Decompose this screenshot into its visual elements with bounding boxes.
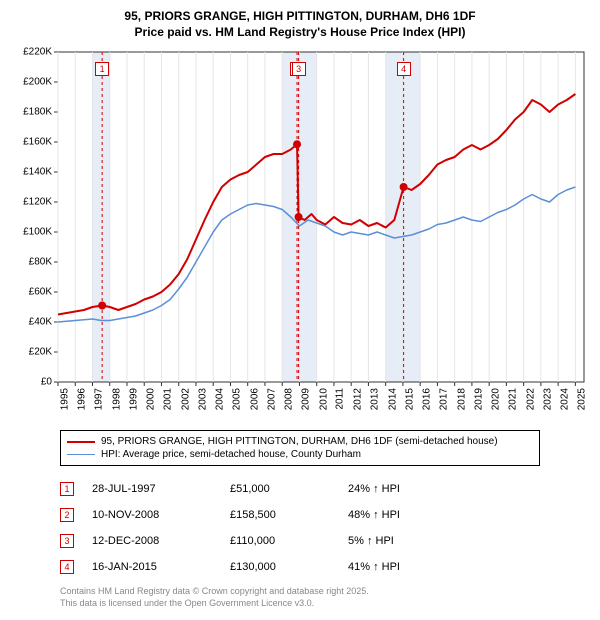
legend-item: 95, PRIORS GRANGE, HIGH PITTINGTON, DURH… bbox=[67, 435, 533, 448]
event-price: £110,000 bbox=[230, 535, 330, 547]
legend-swatch bbox=[67, 441, 95, 443]
y-tick-label: £0 bbox=[10, 377, 52, 388]
title-line-1: 95, PRIORS GRANGE, HIGH PITTINGTON, DURH… bbox=[10, 8, 590, 24]
y-tick-label: £120K bbox=[10, 197, 52, 208]
event-row: 1 28-JUL-1997 £51,000 24% ↑ HPI bbox=[60, 476, 540, 502]
event-pct: 5% ↑ HPI bbox=[348, 535, 468, 547]
y-tick-label: £220K bbox=[10, 47, 52, 58]
y-tick-label: £100K bbox=[10, 227, 52, 238]
event-price: £158,500 bbox=[230, 509, 330, 521]
legend-item: HPI: Average price, semi-detached house,… bbox=[67, 448, 533, 461]
footer-note: Contains HM Land Registry data © Crown c… bbox=[60, 586, 540, 609]
event-date: 12-DEC-2008 bbox=[92, 535, 212, 547]
event-marker: 3 bbox=[60, 534, 74, 548]
y-tick-label: £140K bbox=[10, 167, 52, 178]
y-tick-label: £80K bbox=[10, 257, 52, 268]
chart-container: 95, PRIORS GRANGE, HIGH PITTINGTON, DURH… bbox=[0, 0, 600, 618]
y-tick-label: £200K bbox=[10, 77, 52, 88]
event-row: 3 12-DEC-2008 £110,000 5% ↑ HPI bbox=[60, 528, 540, 554]
legend-label: HPI: Average price, semi-detached house,… bbox=[101, 449, 361, 460]
marker-box: 1 bbox=[95, 62, 109, 76]
event-row: 4 16-JAN-2015 £130,000 41% ↑ HPI bbox=[60, 554, 540, 580]
event-pct: 48% ↑ HPI bbox=[348, 509, 468, 521]
legend-swatch bbox=[67, 454, 95, 455]
y-tick-label: £60K bbox=[10, 287, 52, 298]
event-price: £51,000 bbox=[230, 483, 330, 495]
y-tick-label: £20K bbox=[10, 347, 52, 358]
title-line-2: Price paid vs. HM Land Registry's House … bbox=[10, 24, 590, 40]
event-marker: 4 bbox=[60, 560, 74, 574]
marker-box: 4 bbox=[397, 62, 411, 76]
footer-line-1: Contains HM Land Registry data © Crown c… bbox=[60, 586, 540, 598]
event-date: 28-JUL-1997 bbox=[92, 483, 212, 495]
event-pct: 41% ↑ HPI bbox=[348, 561, 468, 573]
footer-line-2: This data is licensed under the Open Gov… bbox=[60, 598, 540, 610]
chart-title: 95, PRIORS GRANGE, HIGH PITTINGTON, DURH… bbox=[10, 8, 590, 40]
event-marker: 2 bbox=[60, 508, 74, 522]
chart-svg bbox=[10, 44, 590, 424]
event-marker: 1 bbox=[60, 482, 74, 496]
event-pct: 24% ↑ HPI bbox=[348, 483, 468, 495]
event-price: £130,000 bbox=[230, 561, 330, 573]
event-row: 2 10-NOV-2008 £158,500 48% ↑ HPI bbox=[60, 502, 540, 528]
plot-area: £0 £20K £40K £60K £80K £100K £120K £140K £160K £1… bbox=[10, 44, 590, 424]
y-tick-label: £180K bbox=[10, 107, 52, 118]
marker-box: 3 bbox=[292, 62, 306, 76]
event-date: 10-NOV-2008 bbox=[92, 509, 212, 521]
x-tick-label: 2025 bbox=[577, 388, 600, 410]
event-table: 1 28-JUL-1997 £51,000 24% ↑ HPI 2 10-NOV… bbox=[60, 476, 540, 580]
y-tick-label: £160K bbox=[10, 137, 52, 148]
legend-label: 95, PRIORS GRANGE, HIGH PITTINGTON, DURH… bbox=[101, 436, 498, 447]
event-date: 16-JAN-2015 bbox=[92, 561, 212, 573]
y-tick-label: £40K bbox=[10, 317, 52, 328]
legend: 95, PRIORS GRANGE, HIGH PITTINGTON, DURH… bbox=[60, 430, 540, 466]
